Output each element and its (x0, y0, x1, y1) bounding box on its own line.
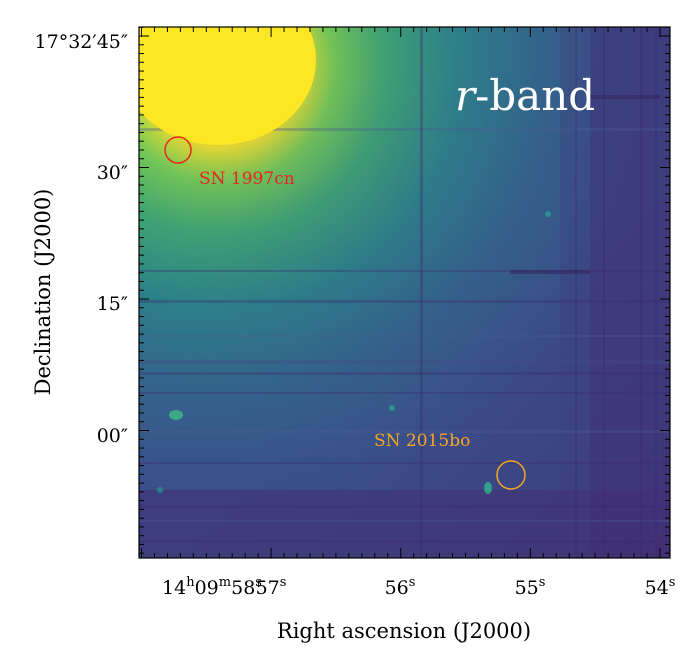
x-tick-label: 54s (645, 575, 676, 599)
y-tick-label: 17°32′45″ (35, 31, 128, 53)
x-tick-label: 14h09m58s (162, 575, 262, 599)
x-tick-label: 57s (256, 575, 287, 599)
sn-2015bo-label: SN 2015bo (374, 431, 470, 451)
compact-source (545, 211, 551, 217)
compact-source (389, 405, 395, 411)
x-tick-label: 56s (385, 575, 416, 599)
x-tick-label: 55s (515, 575, 546, 599)
y-tick-label: 00″ (97, 425, 128, 447)
x-axis-title: Right ascension (J2000) (277, 619, 531, 643)
axis-ticks (139, 26, 670, 558)
sn-1997cn-marker (164, 136, 192, 164)
compact-source (484, 482, 492, 494)
sn-2015bo-marker (496, 460, 526, 490)
compact-source (157, 487, 163, 493)
compact-source (169, 410, 183, 420)
sky-image (139, 27, 670, 558)
sn-1997cn-label: SN 1997cn (199, 169, 295, 189)
y-axis-title: Declination (J2000) (31, 189, 55, 396)
galaxy-core (139, 27, 316, 145)
detector-stripes (139, 27, 670, 558)
y-tick-label: 30″ (97, 162, 128, 184)
band-label: r-band (455, 71, 595, 120)
plot-frame (138, 26, 671, 559)
y-tick-label: 15″ (97, 293, 128, 315)
